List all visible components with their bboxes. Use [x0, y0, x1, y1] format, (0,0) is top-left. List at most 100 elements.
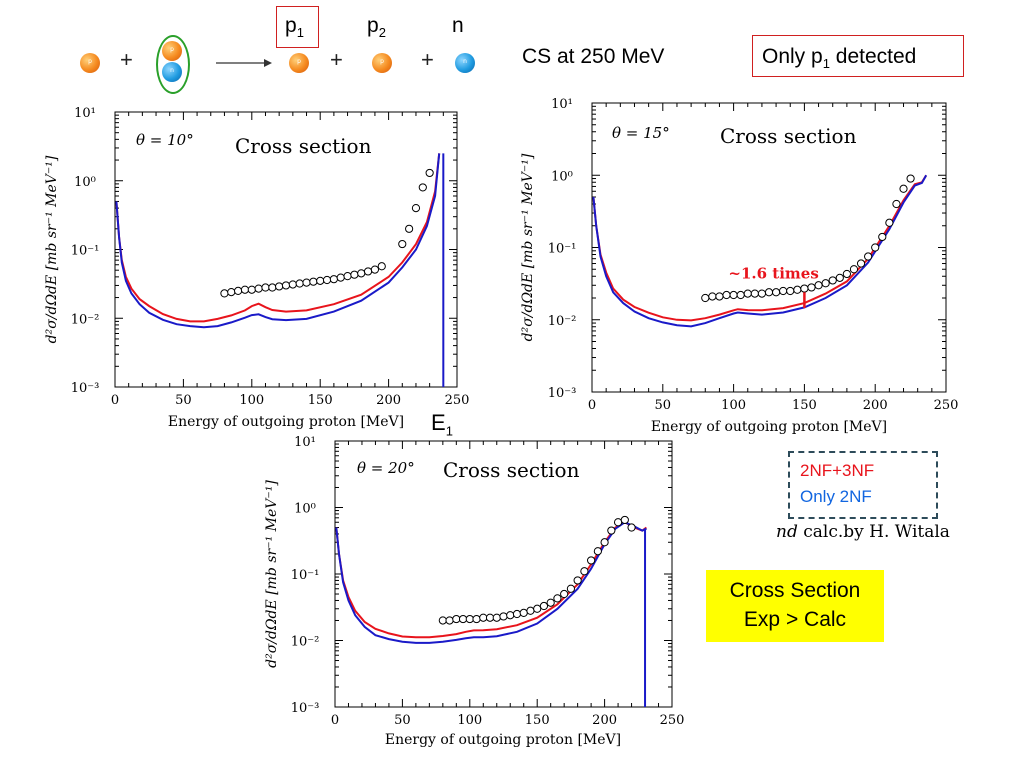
data-point: [519, 608, 528, 618]
data-point: [786, 286, 795, 296]
p1-ball-icon: p: [289, 53, 309, 73]
data-point: [357, 269, 366, 278]
data-point: [715, 292, 724, 301]
series-line-blue: [115, 153, 441, 329]
data-point: [708, 292, 717, 301]
neutron-ball-icon: n: [455, 53, 475, 73]
data-point: [405, 224, 414, 233]
x-tick-label: 200: [592, 713, 617, 728]
data-point: [835, 273, 844, 282]
data-point: [370, 265, 380, 274]
data-point: [779, 286, 788, 296]
data-point: [322, 275, 332, 285]
y-tick-label: 10⁻¹: [548, 242, 577, 257]
data-point: [295, 279, 304, 288]
data-point: [458, 614, 468, 624]
data-point: [309, 277, 318, 286]
data-point: [743, 289, 752, 298]
data-point: [849, 265, 859, 274]
n-label: n: [452, 14, 464, 37]
y-tick-label: 10¹: [551, 97, 573, 112]
x-tick-label: 50: [394, 713, 411, 728]
cs-energy-text: CS at 250 MeV: [522, 45, 665, 68]
legend-box: 2NF+3NF Only 2NF: [788, 451, 938, 519]
data-point: [821, 279, 830, 288]
x-tick-label: 150: [792, 398, 817, 413]
proton-ball-icon: p: [80, 53, 100, 73]
x-tick-label: 150: [525, 713, 550, 728]
series-line-red: [115, 153, 441, 323]
data-point: [302, 278, 311, 287]
x-tick-label: 200: [863, 398, 888, 413]
data-point: [227, 288, 236, 297]
x-tick-label: 100: [239, 393, 264, 408]
data-point: [793, 285, 802, 294]
y-tick-label: 10⁻²: [291, 635, 320, 650]
data-point: [627, 523, 636, 532]
chart-theta-20: 0 50 100 150 200 250 10⁻³ 10⁻² 10⁻¹ 10⁰ 10¹ Energy …: [264, 435, 684, 748]
y-axis-label: d²σ/dΩdE [mb sr⁻¹ MeV⁻¹]: [520, 153, 536, 341]
x-axis-label: Energy of outgoing proton [MeV]: [651, 419, 887, 435]
x-tick-label: 250: [934, 398, 959, 413]
data-point: [526, 606, 535, 615]
data-point: [539, 601, 549, 611]
data-point: [363, 267, 373, 276]
ratio-annotation-text: ~1.6 times: [728, 264, 818, 282]
x-tick-label: 200: [376, 393, 401, 408]
chart-title: Cross section: [235, 134, 372, 158]
data-point: [281, 281, 291, 290]
data-point: [593, 547, 602, 556]
y-tick-label: 10⁻²: [71, 312, 100, 327]
y-axis-label: d²σ/dΩdE [mb sr⁻¹ MeV⁻¹]: [264, 480, 280, 668]
y-axis-label: d²σ/dΩdE [mb sr⁻¹ MeV⁻¹]: [44, 155, 60, 343]
data-point: [546, 598, 555, 607]
series-line-blue: [335, 521, 647, 644]
x-tick-label: 150: [308, 393, 333, 408]
data-point: [533, 604, 542, 613]
data-point: [885, 218, 894, 227]
x-tick-label: 100: [721, 398, 746, 413]
p1-highlight-box: [276, 6, 319, 48]
data-point: [512, 609, 522, 619]
data-point: [573, 576, 582, 585]
reaction-arrow-icon: [216, 59, 272, 67]
conclusion-line1: Cross Section: [729, 579, 861, 602]
data-point: [240, 285, 250, 294]
x-tick-label: 50: [655, 398, 672, 413]
x-tick-label: 250: [445, 393, 470, 408]
data-point: [842, 269, 851, 279]
data-point: [288, 280, 297, 289]
data-point: [234, 286, 243, 295]
data-point: [892, 199, 901, 209]
deuteron-proton-icon: p: [162, 41, 182, 61]
conclusion-line2: Exp > Calc: [743, 608, 847, 631]
data-point: [479, 613, 488, 622]
y-tick-label: 10¹: [74, 106, 96, 121]
chart-theta-15: 0 50 100 150 200 250 10⁻³ 10⁻² 10⁻¹ 10⁰ 10¹ Energy …: [520, 97, 959, 435]
data-point: [398, 239, 407, 249]
p1-label: p1: [285, 14, 304, 41]
y-tick-label: 10¹: [294, 435, 316, 450]
data-point: [472, 614, 481, 624]
data-point: [856, 259, 866, 268]
y-tick-label: 10⁻³: [71, 381, 100, 396]
y-tick-label: 10⁻¹: [291, 568, 320, 583]
data-point: [261, 283, 270, 292]
data-point: [701, 293, 710, 303]
data-point: [499, 612, 508, 621]
plus-sign: +: [421, 47, 434, 72]
chart-title: Cross section: [720, 124, 857, 148]
data-point: [220, 289, 229, 298]
data-point: [814, 281, 823, 290]
data-point: [485, 613, 495, 622]
data-point: [807, 283, 816, 292]
data-point: [411, 204, 421, 213]
theta-label: θ = 15°: [612, 124, 670, 142]
data-point: [800, 284, 809, 293]
data-point: [418, 183, 427, 192]
x-tick-label: 0: [111, 393, 119, 408]
data-point: [247, 285, 256, 294]
data-point: [445, 616, 454, 625]
e1-label: E1: [431, 410, 453, 439]
plus-sign: +: [120, 47, 133, 72]
